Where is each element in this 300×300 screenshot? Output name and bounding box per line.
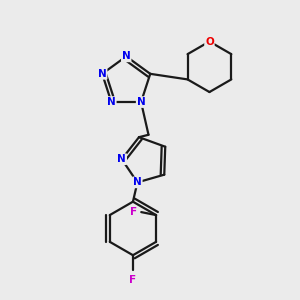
Text: N: N: [133, 177, 142, 188]
Text: N: N: [98, 69, 106, 79]
Text: N: N: [117, 154, 126, 164]
Text: N: N: [107, 97, 116, 107]
Text: F: F: [129, 274, 137, 284]
Text: F: F: [130, 207, 137, 217]
Text: N: N: [137, 97, 146, 107]
Text: O: O: [205, 37, 214, 46]
Text: N: N: [122, 51, 130, 62]
